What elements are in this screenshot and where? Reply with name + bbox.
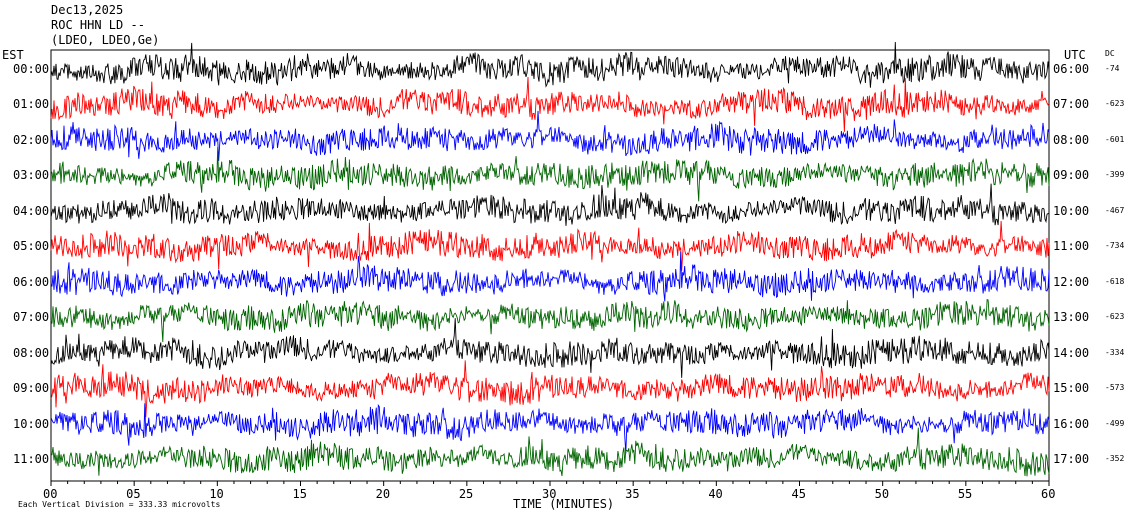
x-tick-label: 05 — [126, 487, 141, 501]
utc-hour-label: 08:00 — [1053, 132, 1090, 147]
x-tick-label: 55 — [957, 487, 973, 501]
dc-offset-label: -618 — [1105, 276, 1125, 286]
dc-offset-label: -734 — [1105, 241, 1125, 251]
local-hour-label: 00:00 — [13, 62, 50, 76]
x-tick-label: 40 — [708, 487, 723, 501]
dc-offset-label: -623 — [1105, 312, 1125, 322]
local-hour-label: 03:00 — [13, 168, 50, 183]
network-label: (LDEO, LDEO,Ge) — [51, 33, 160, 47]
utc-hour-label: 15:00 — [1053, 381, 1090, 396]
utc-hour-label: 14:00 — [1053, 345, 1090, 360]
utc-hour-label: 06:00 — [1053, 62, 1090, 76]
utc-hour-label: 16:00 — [1053, 416, 1090, 431]
local-hour-label: 10:00 — [13, 416, 50, 431]
dc-offset-label: -499 — [1105, 418, 1125, 428]
utc-hour-label: 11:00 — [1053, 239, 1090, 254]
local-hour-label: 05:00 — [13, 239, 50, 254]
trace-line — [50, 427, 1050, 477]
trace-line — [50, 403, 1050, 454]
local-hour-label: 07:00 — [13, 310, 50, 325]
dc-offset-label: -352 — [1105, 453, 1125, 463]
scale-note: Each Vertical Division = 333.33 microvol… — [18, 500, 221, 509]
local-hour-label: 02:00 — [13, 132, 50, 147]
local-hour-label: 08:00 — [13, 345, 50, 360]
trace-line — [50, 146, 1050, 202]
dc-offset-label: -74 — [1105, 64, 1120, 73]
dc-offset-label: -399 — [1105, 170, 1125, 180]
utc-timezone-label: UTC — [1064, 48, 1086, 62]
local-timezone-label: EST — [2, 48, 24, 62]
local-hour-label: 04:00 — [13, 203, 50, 218]
dc-offset-label: -601 — [1105, 134, 1125, 144]
trace-line — [50, 251, 1050, 302]
x-axis-title: TIME (MINUTES) — [513, 497, 615, 511]
utc-hour-label: 07:00 — [1053, 97, 1090, 112]
trace-line — [50, 298, 1050, 343]
utc-hour-label: 10:00 — [1053, 203, 1090, 218]
x-tick-label: 60 — [1041, 487, 1056, 501]
dc-offset-label: -573 — [1105, 383, 1125, 393]
dc-offset-label: -623 — [1105, 99, 1125, 109]
x-tick-label: 10 — [209, 487, 224, 501]
utc-hour-label: 09:00 — [1053, 168, 1090, 183]
trace-line — [50, 220, 1050, 271]
x-tick-label: 20 — [375, 487, 391, 501]
local-hour-label: 01:00 — [13, 97, 50, 112]
local-hour-label: 09:00 — [13, 381, 50, 396]
trace-line — [50, 41, 1050, 88]
x-tick-label: 15 — [292, 487, 307, 501]
trace-line — [50, 76, 1050, 132]
x-tick-label: 35 — [625, 487, 640, 501]
x-tick-label: 50 — [874, 487, 890, 501]
dc-offset-label: -334 — [1105, 347, 1125, 357]
trace-line — [50, 318, 1050, 378]
station-label: ROC HHN LD -- — [51, 18, 145, 32]
utc-hour-label: 13:00 — [1053, 310, 1090, 325]
trace-line — [50, 183, 1049, 226]
x-tick-label: 30 — [542, 487, 557, 501]
local-hour-label: 06:00 — [13, 274, 50, 289]
utc-hour-label: 12:00 — [1053, 274, 1090, 289]
utc-hour-label: 17:00 — [1053, 451, 1090, 466]
x-tick-label: 00 — [43, 487, 58, 501]
x-tick-label: 45 — [791, 487, 806, 501]
date-label: Dec13,2025 — [51, 3, 124, 17]
trace-line — [50, 360, 1050, 418]
dc-offset-label: -467 — [1105, 205, 1125, 215]
x-tick-label: 25 — [458, 487, 474, 501]
local-hour-label: 11:00 — [13, 451, 50, 466]
dc-column-heading: DC — [1105, 49, 1115, 58]
trace-line — [50, 110, 1050, 161]
